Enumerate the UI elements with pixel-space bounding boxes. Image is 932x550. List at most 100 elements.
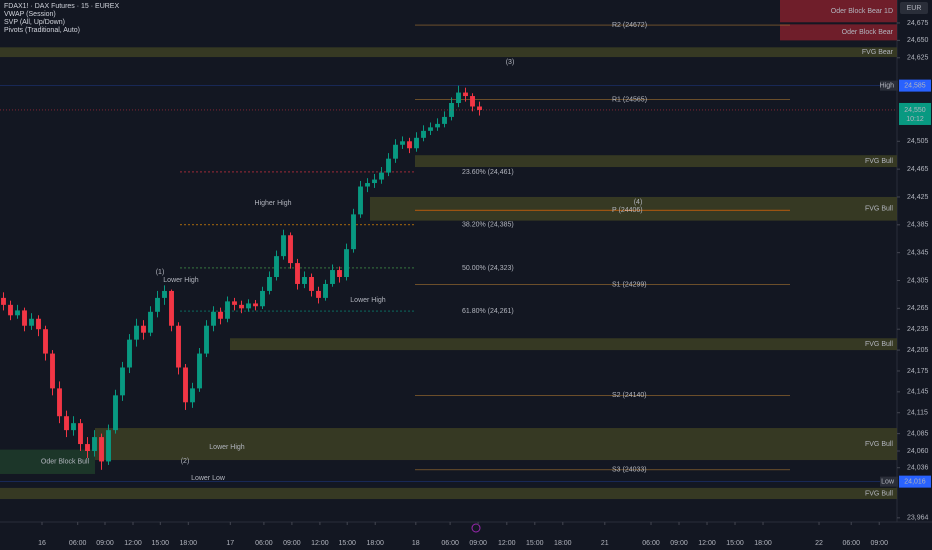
- pivot-label: R2 (24672): [612, 22, 647, 29]
- annotation: (3): [506, 59, 515, 66]
- pivot-label: R1 (24565): [612, 96, 647, 103]
- candle-body: [211, 311, 216, 326]
- annotation: (2): [181, 458, 190, 465]
- candle-body: [435, 123, 440, 128]
- candle-body: [218, 311, 223, 319]
- y-tick-label: 24,650: [907, 37, 929, 44]
- y-tick-label: 24,345: [907, 249, 929, 256]
- y-tick-label: 23,964: [907, 515, 929, 522]
- candle-body: [120, 367, 125, 396]
- x-tick-label: 09:00: [283, 540, 301, 547]
- badge-value: 24,585: [904, 82, 926, 89]
- candle-body: [246, 303, 251, 309]
- annotation: (1): [156, 269, 165, 276]
- candle-body: [113, 395, 118, 431]
- legend-indicator: SVP (All, Up/Down): [4, 19, 65, 26]
- candle-body: [428, 127, 433, 131]
- zone: [95, 428, 897, 461]
- zone-label: FVG Bear: [862, 49, 894, 56]
- candle-body: [302, 277, 307, 284]
- legend-symbol: FDAX1! · DAX Futures · 15 · EUREX: [4, 3, 119, 10]
- pivot-label: P (24406): [612, 207, 643, 214]
- badge-value: 24,016: [904, 478, 926, 485]
- candle-body: [253, 303, 258, 307]
- y-tick-label: 24,175: [907, 368, 929, 375]
- x-tick-label: 18:00: [366, 540, 384, 547]
- legend-indicator: VWAP (Session): [4, 11, 56, 18]
- zone-label: FVG Bull: [865, 441, 893, 448]
- candle-body: [456, 92, 461, 104]
- annotation: Higher High: [255, 200, 292, 207]
- pivot-label: S2 (24140): [612, 392, 647, 399]
- event-icon[interactable]: [471, 523, 481, 533]
- x-tick-label: 15:00: [526, 540, 544, 547]
- x-tick-label: 06:00: [255, 540, 273, 547]
- candle-body: [421, 130, 426, 138]
- x-tick-label: 17: [226, 540, 234, 547]
- candle-body: [22, 310, 27, 326]
- candle-body: [169, 290, 174, 326]
- x-tick-label: 15:00: [726, 540, 744, 547]
- y-tick-label: 24,305: [907, 277, 929, 284]
- candle-body: [29, 318, 34, 326]
- candle-body: [274, 256, 279, 278]
- x-tick-label: 18:00: [754, 540, 772, 547]
- last-price-box: [899, 102, 931, 125]
- candle-body: [162, 290, 167, 298]
- candle-body: [281, 235, 286, 257]
- candle-body: [8, 304, 13, 316]
- y-tick-label: 24,265: [907, 305, 929, 312]
- candle-body: [225, 301, 230, 319]
- fib-label: 23.60% (24,461): [462, 169, 514, 176]
- candle-body: [232, 301, 237, 305]
- candle-body: [57, 388, 62, 417]
- candle-body: [127, 339, 132, 368]
- candle-body: [463, 92, 468, 97]
- currency-box[interactable]: [900, 2, 928, 14]
- zone-label: FVG Bull: [865, 490, 893, 497]
- y-tick-label: 24,145: [907, 389, 929, 396]
- candle-body: [379, 172, 384, 180]
- badge-label: High: [880, 82, 895, 89]
- zone-label: Oder Block Bull: [41, 459, 90, 466]
- candle-body: [134, 325, 139, 340]
- x-tick-label: 15:00: [338, 540, 356, 547]
- candle-body: [99, 437, 104, 462]
- y-tick-label: 24,085: [907, 430, 929, 437]
- candle-body: [365, 183, 370, 187]
- y-tick-label: 24,385: [907, 222, 929, 229]
- candle-body: [393, 144, 398, 159]
- candle-body: [64, 416, 69, 431]
- candle-body: [330, 270, 335, 284]
- badge-box: [899, 79, 931, 92]
- candle-body: [267, 277, 272, 291]
- x-tick-label: 12:00: [698, 540, 716, 547]
- x-tick-label: 06:00: [441, 540, 459, 547]
- y-tick-label: 24,465: [907, 166, 929, 173]
- candle-body: [344, 249, 349, 278]
- currency[interactable]: EUR: [907, 5, 922, 12]
- y-tick-label: 24,036: [907, 465, 929, 472]
- x-tick-label: 18: [412, 540, 420, 547]
- y-tick-label: 24,675: [907, 20, 929, 27]
- zone-label: Oder Block Bear: [842, 29, 894, 36]
- candle-body: [358, 186, 363, 215]
- annotation: (4): [634, 199, 643, 206]
- zone: [370, 196, 897, 221]
- zone: [780, 24, 897, 41]
- zone-label: FVG Bull: [865, 206, 893, 213]
- y-tick-label: 24,205: [907, 347, 929, 354]
- badge-label: Low: [881, 478, 895, 485]
- zone: [0, 449, 95, 474]
- annotation: Lower High: [163, 277, 199, 284]
- x-tick-label: 09:00: [670, 540, 688, 547]
- zone: [230, 338, 897, 351]
- x-tick-label: 16: [38, 540, 46, 547]
- candle-body: [176, 325, 181, 368]
- candle-body: [106, 430, 111, 462]
- candle-body: [260, 290, 265, 307]
- pivot-label: S3 (24033): [612, 467, 647, 474]
- countdown: 10:12: [906, 116, 924, 123]
- candle-body: [85, 444, 90, 452]
- candle-body: [43, 329, 48, 354]
